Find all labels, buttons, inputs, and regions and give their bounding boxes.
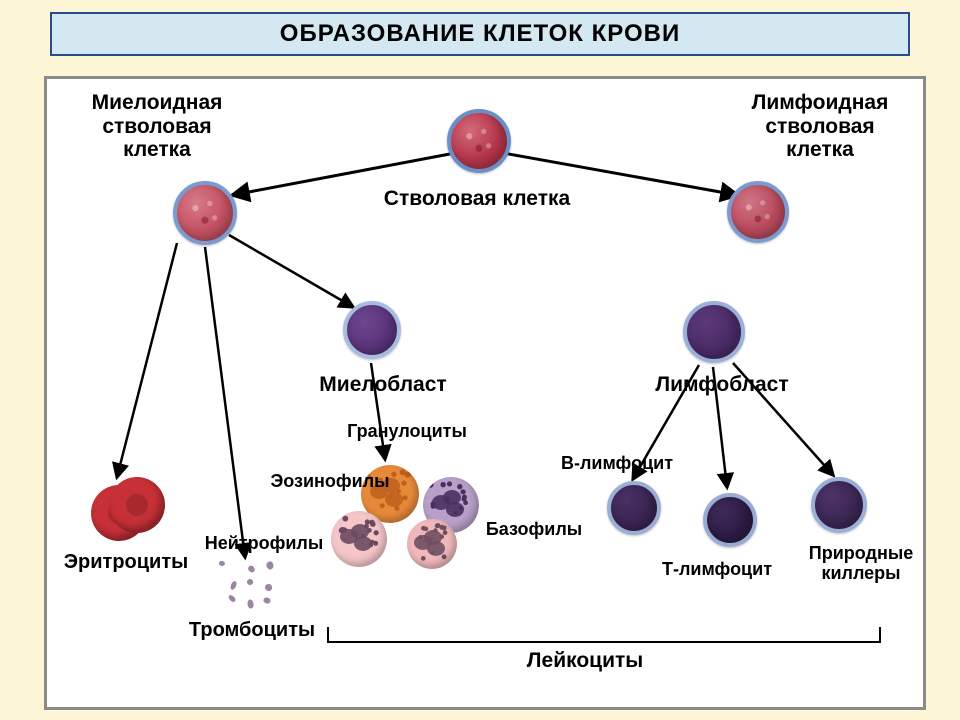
label-baso: Базофилы xyxy=(469,519,599,539)
diagram-panel: Стволовая клетка Миелоиднаястволоваяклетк… xyxy=(44,76,926,710)
label-lymphoblast: Лимфобласт xyxy=(637,373,807,397)
cell-stem_cell-texture xyxy=(455,117,503,165)
label-nk: Природныекиллеры xyxy=(791,543,926,583)
label-lymphoid: Лимфоиднаястволоваяклетка xyxy=(725,91,915,162)
erythrocyte-icon xyxy=(109,477,165,533)
cell-nk-cell-icon xyxy=(811,477,867,533)
page: ОБРАЗОВАНИЕ КЛЕТОК КРОВИ Стволовая клетк… xyxy=(0,0,960,720)
leukocyte-bracket xyxy=(327,627,881,643)
label-stem: Стволовая клетка xyxy=(357,187,597,211)
label-granulo: Гранулоциты xyxy=(327,421,487,441)
cell-b-lymphocyte-icon xyxy=(607,481,661,535)
cell-myeloid_stem-texture xyxy=(181,189,229,237)
label-tlymph: Т-лимфоцит xyxy=(647,559,787,579)
thrombocyte-icon xyxy=(265,584,273,592)
label-leuko: Лейкоциты xyxy=(505,649,665,673)
cell-myeloblast-icon xyxy=(343,301,401,359)
title-box: ОБРАЗОВАНИЕ КЛЕТОК КРОВИ xyxy=(50,12,910,56)
page-title: ОБРАЗОВАНИЕ КЛЕТОК КРОВИ xyxy=(280,20,680,48)
label-myeloid: Миелоиднаястволоваяклетка xyxy=(67,91,247,162)
label-eosino: Эозинофилы xyxy=(255,471,405,491)
cell-lymphoblast-icon xyxy=(683,301,745,363)
label-thrombo: Тромбоциты xyxy=(177,619,327,641)
label-neutro: Нейтрофилы xyxy=(189,533,339,553)
label-erythro: Эритроциты xyxy=(51,551,201,573)
cell-lymphoid_stem-texture xyxy=(735,189,781,235)
thrombocyte-icon xyxy=(219,561,225,566)
label-myeloblast: Миелобласт xyxy=(303,373,463,397)
label-blymph: В-лимфоцит xyxy=(547,453,687,473)
cell-t-lymphocyte-icon xyxy=(703,493,757,547)
